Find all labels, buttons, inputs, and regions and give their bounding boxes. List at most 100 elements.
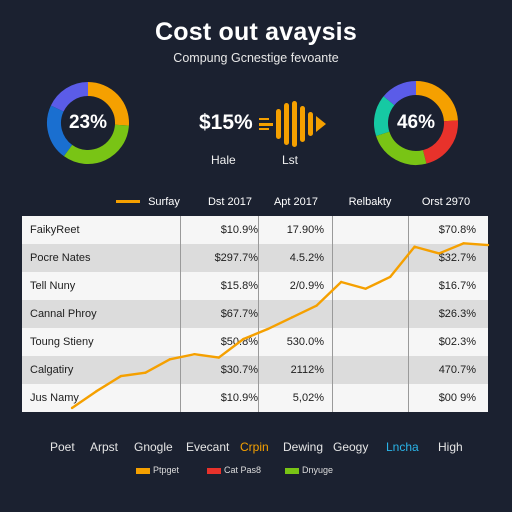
table-row: Jus Namy $10.9% 5,02% $00 9% — [22, 384, 488, 412]
cell-orst-2970: $00 9% — [438, 392, 476, 404]
row-label: Tell Nuny — [30, 280, 76, 292]
column-header-relbakty: Relbakty — [348, 196, 392, 208]
cell-apt-2017: 2/0.9% — [289, 280, 324, 292]
row-label: Jus Namy — [30, 392, 79, 404]
row-label: Calgatiry — [30, 364, 74, 376]
cell-dst-2017: $297.7% — [214, 252, 258, 264]
right-donut-label: 46% — [396, 112, 436, 133]
series-point-3 — [144, 371, 147, 374]
cell-apt-2017: 530.0% — [286, 336, 324, 348]
table-row: Cannal Phroy $67.7% $26.3% — [22, 300, 488, 328]
legend-item: Gnogle — [134, 440, 173, 454]
series-point-13 — [388, 275, 392, 279]
cell-dst-2017: $67.7% — [220, 308, 258, 320]
cell-orst-2970: $26.3% — [438, 308, 476, 320]
legend-item: Arpst — [90, 440, 119, 454]
data-table: Surfay Dst 2017 Apt 2017 Relbakty Orst 2… — [22, 188, 488, 412]
column-divider — [408, 216, 409, 412]
legend-item: Lncha — [386, 440, 419, 454]
series-point-6 — [217, 356, 221, 359]
column-divider — [258, 216, 259, 412]
series-legend-line-icon — [116, 200, 140, 203]
left-donut-chart: 23% — [40, 80, 136, 166]
legend-swatch — [207, 468, 221, 474]
cell-apt-2017: 2112% — [290, 364, 324, 376]
legend-item: Poet — [50, 440, 75, 454]
series-point-10 — [315, 304, 318, 307]
series-point-9 — [291, 316, 294, 319]
cell-dst-2017: $15.8% — [220, 280, 258, 292]
legend-swatch-label: Ptpget — [153, 465, 180, 475]
cell-apt-2017: 17.90% — [286, 224, 324, 236]
table-header: Surfay Dst 2017 Apt 2017 Relbakty Orst 2… — [22, 188, 488, 216]
series-point-4 — [168, 358, 172, 361]
row-label: FaikyReet — [30, 224, 80, 236]
right-donut-segment-2 — [376, 131, 427, 165]
cell-apt-2017: 5,02% — [292, 392, 324, 404]
legend-item: High — [438, 440, 463, 454]
series-point-5 — [193, 353, 196, 356]
row-label: Pocre Nates — [30, 252, 91, 264]
legend-swatch-label: Dnyuge — [302, 465, 334, 475]
left-donut-segment-2 — [47, 105, 73, 157]
page-subtitle: Compung Gcnestige fevoante — [173, 51, 339, 65]
table-row: Toung Stieny $50.8% 530.0% $02.3% — [22, 328, 488, 356]
waveform-icon — [259, 101, 326, 147]
right-donut-svg — [374, 81, 458, 165]
series-point-7 — [242, 337, 245, 341]
table-row: Pocre Nates $297.7% 4.5.2% $32.7% — [22, 244, 488, 272]
series-point-0 — [70, 406, 74, 410]
cell-orst-2970: $70.8% — [438, 224, 476, 236]
right-donut-segment-3 — [374, 96, 395, 136]
cell-apt-2017: 4.5.2% — [289, 252, 324, 264]
legend-swatch-label: Cat Pas8 — [224, 465, 262, 475]
row-label: Toung Stieny — [30, 336, 94, 348]
column-divider — [180, 216, 181, 412]
table-row: Tell Nuny $15.8% 2/0.9% $16.7% — [22, 272, 488, 300]
left-donut-segment-1 — [63, 124, 129, 164]
left-donut-segment-0 — [87, 82, 129, 126]
legend-swatch — [285, 468, 299, 474]
legend-item: Dewing — [283, 440, 324, 454]
left-donut-svg — [47, 82, 129, 164]
column-header-apt-2017: Apt 2017 — [273, 196, 319, 208]
series-point-17 — [486, 243, 490, 247]
cell-orst-2970: $32.7% — [438, 252, 476, 264]
column-header-dst-2017: Dst 2017 — [207, 196, 253, 208]
table-row: Calgatiry $30.7% 2112% 470.7% — [22, 356, 488, 384]
series-point-8 — [266, 327, 269, 331]
cell-orst-2970: $16.7% — [438, 280, 476, 292]
right-donut-segment-1 — [422, 120, 458, 164]
series-line-surfay — [71, 242, 489, 409]
center-kpi-sub-right: Lst — [282, 153, 299, 167]
center-kpi-sub-left: Hale — [211, 153, 236, 167]
right-donut-chart: 46% — [370, 78, 462, 168]
right-donut-segment-0 — [415, 81, 458, 122]
legend-item: Evecant — [186, 440, 230, 454]
series-point-1 — [95, 390, 98, 393]
series-point-15 — [437, 252, 441, 255]
series-point-11 — [339, 280, 343, 284]
cell-orst-2970: 470.7% — [438, 364, 476, 376]
cell-dst-2017: $30.7% — [220, 364, 258, 376]
left-donut-label: 23% — [68, 112, 108, 133]
series-point-14 — [413, 245, 416, 248]
series-point-16 — [462, 242, 465, 245]
series-point-2 — [119, 374, 123, 378]
page-title: Cost out avaysis — [155, 18, 357, 46]
column-divider — [332, 216, 333, 412]
row-label: Cannal Phroy — [30, 308, 97, 320]
left-donut-segment-3 — [50, 82, 89, 112]
column-header-orst-2970: Orst 2970 — [421, 196, 471, 208]
legend-item: Geogy — [333, 440, 369, 454]
table-row: FaikyReet $10.9% 17.90% $70.8% — [22, 216, 488, 244]
column-header-surfay: Surfay — [148, 196, 180, 208]
series-point-12 — [364, 287, 367, 290]
legend-swatch — [136, 468, 150, 474]
cell-orst-2970: $02.3% — [438, 336, 476, 348]
right-donut-segment-4 — [383, 81, 417, 106]
legend-item: Crpin — [240, 440, 269, 454]
center-kpi-value: $15% — [199, 111, 253, 134]
cell-dst-2017: $10.9% — [220, 224, 258, 236]
